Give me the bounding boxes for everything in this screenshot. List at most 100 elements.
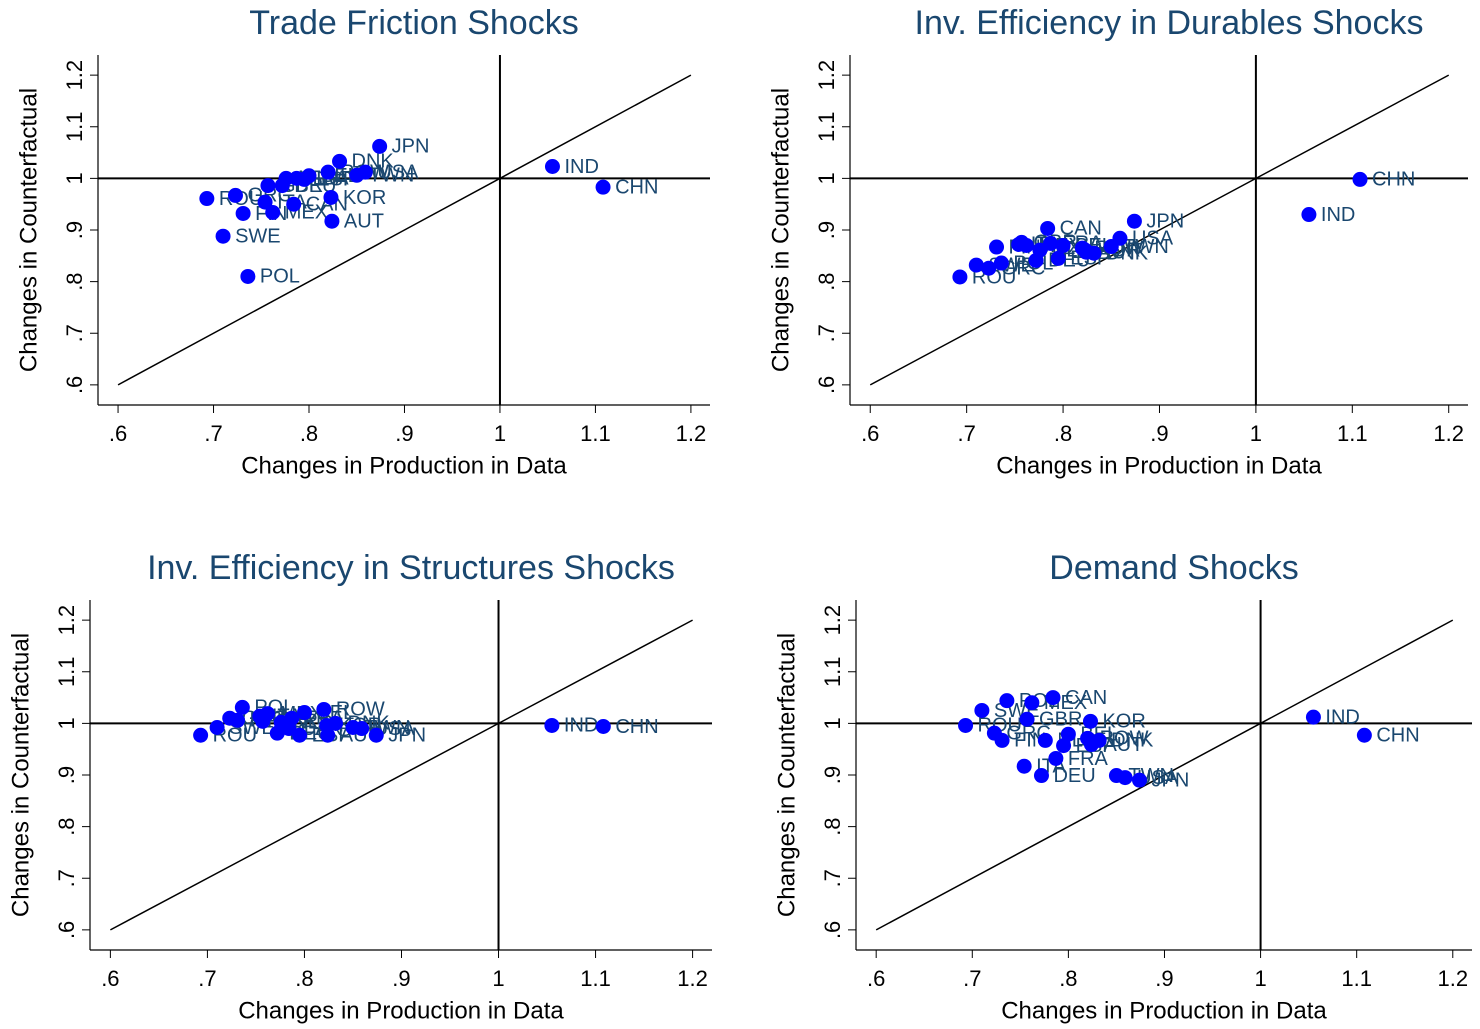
x-tick-label: .9	[1155, 966, 1173, 991]
point-label: JPN	[388, 725, 426, 747]
point-label: JPN	[1151, 769, 1189, 791]
x-axis-label: Changes in Production in Data	[996, 452, 1322, 479]
point	[958, 717, 974, 733]
y-tick-label: .6	[814, 376, 839, 394]
point	[1352, 171, 1368, 187]
point	[993, 255, 1009, 271]
y-tick-label: .9	[54, 766, 79, 784]
point	[354, 721, 370, 737]
y-tick-label: .9	[62, 221, 87, 239]
point	[296, 705, 312, 721]
y-tick-label: .6	[62, 376, 87, 394]
point-label: DEU	[1053, 765, 1095, 787]
point-label: FIN	[1014, 730, 1046, 752]
point	[260, 178, 276, 194]
y-tick-label: .7	[62, 324, 87, 342]
point-label: FRA	[1068, 748, 1109, 770]
diagonal-line	[110, 619, 693, 931]
y-tick-label: 1.2	[62, 60, 87, 91]
x-tick-label: .7	[963, 966, 981, 991]
y-axis-label: Changes in Counterfactual	[767, 88, 794, 372]
point	[1131, 772, 1147, 788]
y-tick-label: 1.2	[814, 60, 839, 91]
point-label: DNK	[1111, 730, 1154, 752]
y-tick-label: .6	[820, 921, 845, 939]
y-tick-label: 1.2	[820, 605, 845, 636]
point	[1305, 709, 1321, 725]
point	[968, 257, 984, 273]
point	[595, 179, 611, 195]
point	[227, 187, 243, 203]
x-tick-label: .6	[861, 421, 879, 446]
point	[1126, 213, 1142, 229]
diagonal-line	[117, 74, 692, 386]
point-label: CHN	[615, 176, 658, 198]
point	[1050, 250, 1066, 266]
y-tick-label: .9	[814, 221, 839, 239]
point	[240, 268, 256, 284]
point	[999, 693, 1015, 709]
point	[323, 189, 339, 205]
point-label: SWE	[235, 225, 281, 247]
y-tick-label: .8	[62, 272, 87, 290]
point	[1301, 207, 1317, 223]
point	[1060, 726, 1076, 742]
panel-title: Trade Friction Shocks	[249, 4, 578, 42]
y-tick-label: 1.1	[820, 656, 845, 687]
y-axis-label: Changes in Counterfactual	[15, 88, 42, 372]
y-tick-label: .8	[820, 817, 845, 835]
y-tick-label: 1.1	[62, 111, 87, 142]
x-tick-label: .7	[198, 966, 216, 991]
point	[1018, 237, 1034, 253]
y-axis-label: Changes in Counterfactual	[773, 633, 800, 917]
point	[235, 205, 251, 221]
y-tick-label: 1	[814, 172, 839, 184]
point	[324, 213, 340, 229]
point	[994, 732, 1010, 748]
x-tick-label: 1.2	[676, 421, 707, 446]
x-tick-label: .7	[204, 421, 222, 446]
y-tick-label: .7	[820, 869, 845, 887]
y-tick-label: .7	[54, 869, 79, 887]
point	[332, 153, 348, 169]
y-tick-label: 1	[62, 172, 87, 184]
point	[368, 727, 384, 743]
point-label: GBR	[1039, 709, 1082, 731]
point	[357, 164, 373, 180]
point	[1112, 230, 1128, 246]
y-tick-label: .8	[54, 817, 79, 835]
x-tick-label: .8	[300, 421, 318, 446]
x-tick-label: 1	[494, 421, 506, 446]
x-tick-label: 1.2	[677, 966, 708, 991]
y-tick-label: .8	[814, 272, 839, 290]
point-label: ROW	[336, 699, 385, 721]
point	[1091, 732, 1107, 748]
x-tick-label: .6	[101, 966, 119, 991]
point-label: CAN	[1060, 218, 1102, 240]
y-tick-label: 1	[54, 717, 79, 729]
point	[234, 699, 250, 715]
point-label: IND	[1325, 706, 1359, 728]
point	[286, 196, 302, 212]
point	[278, 170, 294, 186]
y-tick-label: .6	[54, 921, 79, 939]
point	[981, 260, 997, 276]
point-label: TWN	[1123, 236, 1169, 258]
point	[199, 191, 215, 207]
x-tick-label: .8	[295, 966, 313, 991]
point	[1086, 245, 1102, 261]
point-label: AUT	[1103, 734, 1143, 756]
point	[595, 718, 611, 734]
point-label: USA	[1137, 767, 1179, 789]
point	[1056, 738, 1072, 754]
point	[952, 269, 968, 285]
point	[1043, 235, 1059, 251]
point-label: TWN	[369, 165, 415, 187]
point-label: ROW	[1100, 728, 1149, 750]
x-tick-label: 1.1	[580, 966, 611, 991]
point	[989, 239, 1005, 255]
y-tick-label: 1.1	[814, 111, 839, 142]
point	[1045, 690, 1061, 706]
point-label: POL	[260, 266, 300, 288]
